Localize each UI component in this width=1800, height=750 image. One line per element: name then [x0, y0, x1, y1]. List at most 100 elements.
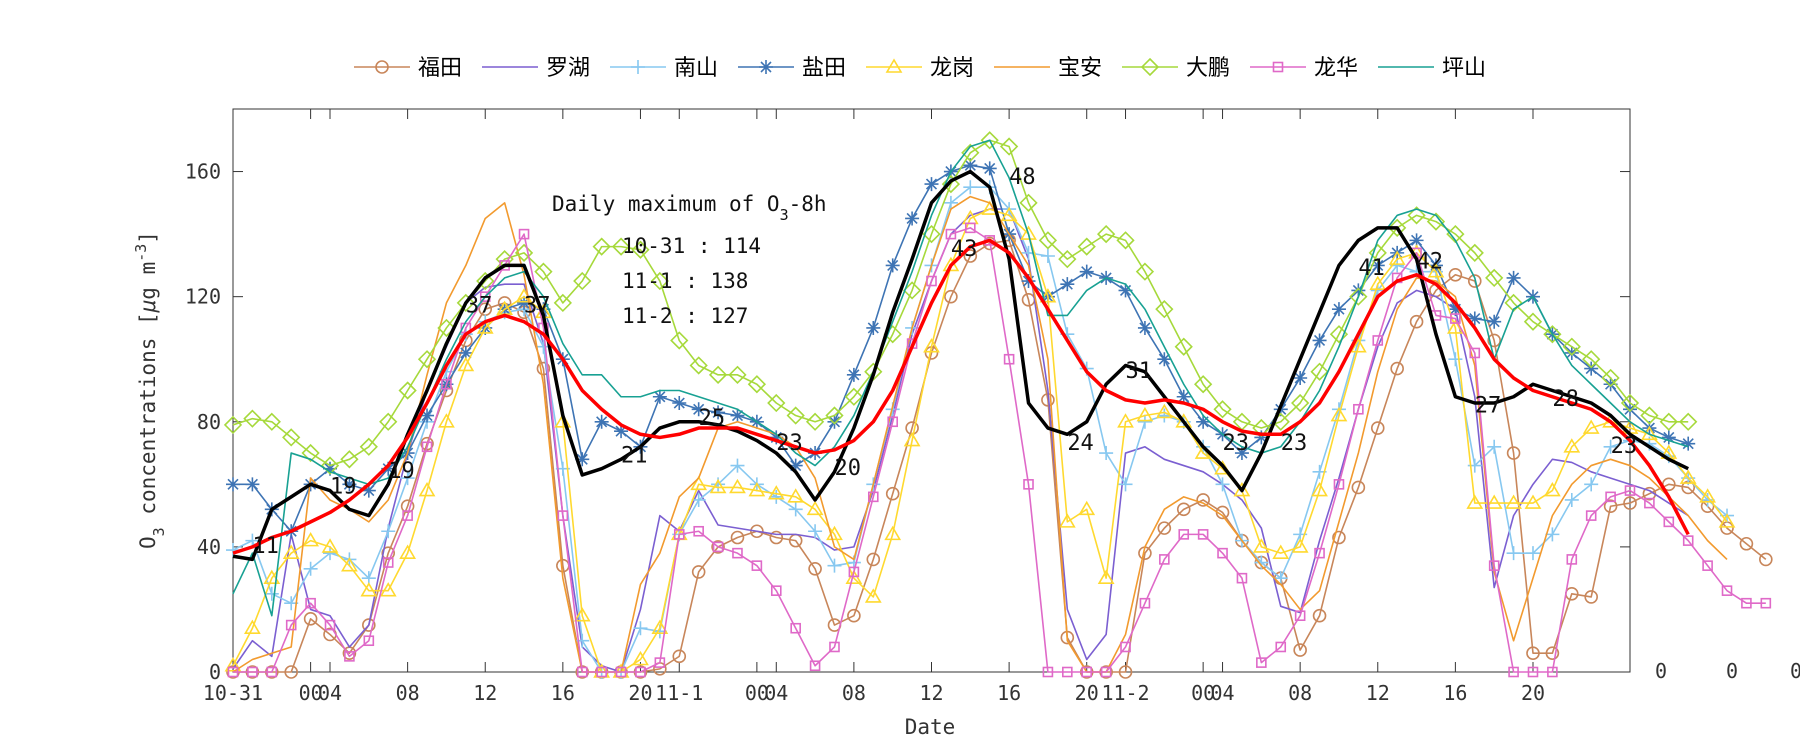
data-point — [379, 582, 397, 597]
data-point — [1349, 338, 1367, 353]
data-point — [670, 331, 689, 350]
data-point — [790, 622, 801, 634]
legend-item: 龙岗 — [866, 56, 974, 81]
data-point — [1450, 313, 1461, 324]
data-point — [323, 546, 338, 561]
data-point — [1353, 403, 1364, 415]
data-point — [689, 356, 708, 375]
data-point — [1155, 403, 1173, 419]
data-point — [382, 557, 394, 568]
data-point — [1524, 494, 1542, 509]
data-point — [1721, 585, 1733, 596]
data-point — [769, 430, 784, 445]
data-point — [1254, 555, 1269, 570]
data-point — [363, 635, 375, 647]
data-point — [341, 557, 358, 572]
data-point — [1679, 469, 1697, 484]
x-tick-label: 12 — [473, 681, 497, 705]
data-point — [884, 525, 902, 541]
data-point — [1505, 494, 1522, 509]
series-line — [232, 169, 1689, 562]
data-point — [1467, 274, 1482, 288]
peak-label: 20 — [834, 456, 861, 481]
data-point — [1487, 314, 1502, 329]
data-point — [1175, 413, 1193, 428]
data-point — [829, 641, 840, 653]
data-point — [1700, 492, 1715, 507]
peak-label: 31 — [1126, 359, 1153, 384]
data-point — [375, 60, 389, 74]
data-point — [770, 585, 782, 596]
data-point — [1661, 430, 1676, 445]
series-罗湖 — [232, 208, 1689, 673]
x-tick-label: 11-2 — [1101, 681, 1149, 705]
data-point — [1058, 513, 1076, 528]
data-point — [1233, 482, 1251, 497]
data-point — [1623, 402, 1637, 417]
data-point — [379, 412, 398, 431]
data-point — [1485, 494, 1503, 509]
x-tick-label: 20 — [628, 681, 652, 705]
data-point — [1349, 287, 1368, 306]
data-point — [1523, 312, 1543, 331]
data-point — [1681, 436, 1696, 451]
series-坪山 — [232, 139, 1689, 617]
data-point — [748, 482, 766, 497]
data-point — [536, 302, 551, 317]
daily-max-annotation: Daily maximum of O3-8h 10-31 : 114 11-1 … — [552, 192, 827, 328]
legend-item: 坪山 — [1378, 56, 1486, 81]
data-point — [1448, 267, 1463, 282]
data-point — [1605, 491, 1616, 503]
data-point — [381, 524, 396, 539]
series-line — [233, 239, 1767, 673]
right-label-1: 0 — [1655, 659, 1667, 683]
data-point — [1506, 546, 1521, 561]
data-point — [263, 569, 281, 584]
data-point — [1140, 57, 1160, 77]
data-point — [999, 137, 1019, 156]
x-tick-label: 00 — [299, 681, 323, 705]
data-point — [982, 161, 997, 176]
data-point — [458, 345, 473, 360]
data-point — [1176, 389, 1191, 404]
data-point — [1659, 412, 1678, 431]
data-point — [806, 500, 824, 516]
annotation-line-2: 11-1 : 138 — [622, 269, 748, 293]
data-point — [693, 525, 704, 537]
data-point — [1291, 393, 1310, 413]
data-point — [729, 478, 746, 494]
data-point — [1293, 643, 1307, 657]
data-point — [1100, 666, 1112, 678]
data-point — [652, 389, 667, 404]
legend-label: 坪山 — [1442, 56, 1486, 81]
data-point — [321, 538, 339, 553]
data-point — [1213, 400, 1232, 419]
data-point — [750, 524, 764, 539]
legend-label: 宝安 — [1058, 56, 1102, 81]
series-line — [232, 186, 1728, 673]
data-point — [1332, 530, 1346, 545]
peak-label: 41 — [1358, 256, 1385, 281]
data-point — [1310, 362, 1329, 381]
data-point — [1640, 406, 1659, 425]
data-point — [1081, 666, 1093, 678]
data-point — [1370, 258, 1385, 273]
peak-label: 23 — [1281, 431, 1308, 456]
x-tick-label: 08 — [396, 681, 420, 705]
data-point — [247, 666, 258, 678]
data-point — [303, 612, 318, 626]
data-point — [631, 60, 645, 74]
legend-label: 龙华 — [1314, 56, 1358, 81]
legend-label: 龙岗 — [930, 56, 974, 81]
data-point — [1623, 496, 1637, 510]
x-tick-label: 20 — [1521, 681, 1545, 705]
data-point — [1042, 666, 1054, 678]
legend-label: 罗湖 — [546, 56, 590, 81]
data-point — [786, 406, 805, 425]
data-point — [457, 356, 475, 372]
peak-label: 24 — [1067, 431, 1094, 456]
data-point — [437, 318, 456, 338]
data-point — [1234, 446, 1249, 461]
x-tick-label: 00 — [745, 681, 769, 705]
legend-label: 福田 — [418, 56, 462, 81]
